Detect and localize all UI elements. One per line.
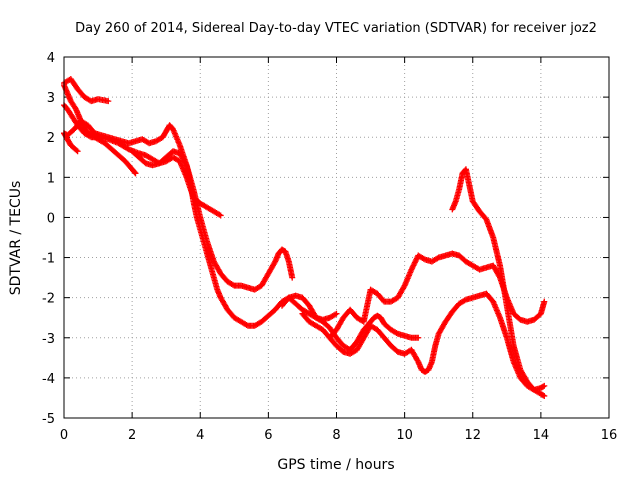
- y-tick-label: -1: [42, 252, 55, 267]
- x-tick-label: 10: [396, 428, 413, 443]
- y-tick-label: 2: [47, 131, 55, 146]
- y-tick-label: -4: [42, 372, 55, 387]
- x-tick-label: 4: [196, 428, 204, 443]
- data-point: [541, 298, 548, 305]
- series-track-9: [326, 250, 548, 341]
- data-point: [271, 259, 278, 266]
- data-point: [415, 334, 422, 341]
- series-track-4: [61, 118, 296, 293]
- series-track-5: [61, 130, 81, 155]
- x-axis-label: GPS time / hours: [277, 457, 394, 473]
- data-point: [74, 148, 81, 155]
- data-point: [540, 383, 547, 390]
- series-track-1: [61, 76, 112, 105]
- data-point: [540, 392, 547, 399]
- x-tick-label: 16: [601, 428, 618, 443]
- y-tick-label: 0: [47, 211, 55, 226]
- grid: [64, 57, 609, 418]
- series-track-7: [279, 292, 422, 353]
- data-point: [132, 170, 139, 177]
- data-point: [131, 169, 138, 176]
- y-tick-label: 1: [47, 171, 55, 186]
- series-track-8: [299, 290, 548, 399]
- x-tick-label: 0: [60, 428, 68, 443]
- y-axis-label: SDTVAR / TECUs: [8, 181, 24, 296]
- data-point: [333, 310, 340, 317]
- x-tick-label: 6: [264, 428, 272, 443]
- y-tick-label: -5: [42, 412, 55, 427]
- data-point: [541, 382, 548, 389]
- plot-frame: [63, 56, 610, 419]
- data-point: [414, 357, 421, 364]
- y-tick-label: 3: [47, 91, 55, 106]
- x-tick-label: 8: [332, 428, 340, 443]
- y-tick-label: -3: [42, 332, 55, 347]
- data-point: [105, 98, 112, 105]
- x-tick-label: 2: [128, 428, 136, 443]
- data-point: [124, 145, 131, 152]
- x-tick-label: 14: [533, 428, 550, 443]
- data-point: [73, 147, 80, 154]
- y-tick-label: -2: [42, 292, 55, 307]
- series-layer: [61, 76, 548, 399]
- data-point: [217, 212, 224, 219]
- y-tick-label: 4: [47, 51, 55, 66]
- data-point: [541, 392, 548, 399]
- chart-title: Day 260 of 2014, Sidereal Day-to-day VTE…: [75, 21, 597, 36]
- data-point: [289, 274, 296, 281]
- data-point: [182, 160, 189, 167]
- series-track-10: [449, 166, 548, 393]
- x-tick-label: 12: [464, 428, 481, 443]
